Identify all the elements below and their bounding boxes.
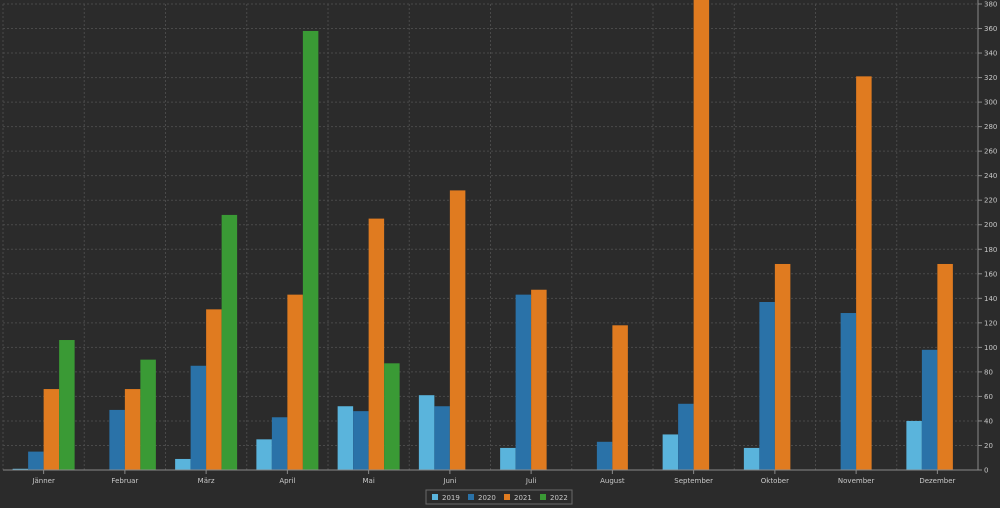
bar[interactable] xyxy=(109,409,125,470)
x-tick-label: November xyxy=(838,477,875,485)
x-tick-label: August xyxy=(600,477,625,485)
bar[interactable] xyxy=(368,218,385,470)
bar[interactable] xyxy=(937,263,953,470)
y-tick-label: 160 xyxy=(984,270,997,278)
x-tick-label: Oktober xyxy=(761,477,789,485)
bar[interactable] xyxy=(12,468,29,470)
bar[interactable] xyxy=(287,294,303,470)
x-tick-label: September xyxy=(674,477,713,485)
y-tick-label: 60 xyxy=(984,393,993,401)
x-tick-label: März xyxy=(198,477,215,485)
x-tick-label: Jänner xyxy=(31,477,55,485)
y-tick-label: 240 xyxy=(984,172,997,180)
bar[interactable] xyxy=(434,406,450,470)
legend-swatch xyxy=(432,494,438,500)
legend-entry[interactable]: 2020 xyxy=(478,494,496,502)
y-tick-label: 380 xyxy=(984,1,997,9)
y-tick-label: 200 xyxy=(984,221,997,229)
y-tick-label: 80 xyxy=(984,368,993,376)
bar[interactable] xyxy=(418,395,435,470)
legend-entry[interactable]: 2021 xyxy=(514,494,532,502)
legend-swatch xyxy=(468,494,474,500)
bar[interactable] xyxy=(515,294,532,470)
legend-swatch xyxy=(504,494,510,500)
grid xyxy=(2,3,979,471)
bar[interactable] xyxy=(43,389,60,470)
bar[interactable] xyxy=(678,403,694,470)
axes: 0 20 40 60 80 100 120 140 160 180 200 220 240 260 280 3… xyxy=(3,0,997,485)
bar[interactable] xyxy=(221,214,238,470)
bar[interactable] xyxy=(596,441,613,470)
y-tick-label: 320 xyxy=(984,74,997,82)
bar[interactable] xyxy=(302,30,319,471)
bar[interactable] xyxy=(743,447,760,470)
y-tick-label: 260 xyxy=(984,148,997,156)
x-tick-label: April xyxy=(279,477,295,485)
y-tick-label: 0 xyxy=(984,467,988,475)
bar[interactable] xyxy=(190,365,207,470)
x-tick-label: Februar xyxy=(111,477,138,485)
bar[interactable] xyxy=(140,359,156,470)
legend-swatch xyxy=(540,494,546,500)
legend-entry[interactable]: 2019 xyxy=(442,494,460,502)
bar[interactable] xyxy=(124,389,141,470)
bar[interactable] xyxy=(337,406,354,470)
bar[interactable] xyxy=(449,190,466,470)
legend[interactable]: 2019 2020 2021 2022 xyxy=(425,489,573,505)
bar[interactable] xyxy=(856,76,872,470)
x-tick-label: Juli xyxy=(525,477,536,485)
bar[interactable] xyxy=(531,289,547,470)
y-tick-label: 280 xyxy=(984,123,997,131)
y-tick-label: 220 xyxy=(984,197,997,205)
y-tick-label: 20 xyxy=(984,442,993,450)
bar[interactable] xyxy=(206,309,222,470)
bar[interactable] xyxy=(384,363,400,470)
bar[interactable] xyxy=(271,417,288,470)
y-tick-label: 180 xyxy=(984,246,997,254)
y-tick-label: 360 xyxy=(984,25,997,33)
bar[interactable] xyxy=(353,411,369,470)
x-tick-label: Mai xyxy=(362,477,374,485)
x-tick-label: Dezember xyxy=(919,477,955,485)
bar[interactable] xyxy=(921,349,938,470)
bar[interactable] xyxy=(840,313,857,470)
bar[interactable] xyxy=(59,340,75,470)
bar[interactable] xyxy=(906,420,922,470)
y-tick-label: 40 xyxy=(984,417,993,425)
y-tick-label: 100 xyxy=(984,344,997,352)
legend-box xyxy=(425,489,573,505)
bar[interactable] xyxy=(759,301,775,470)
bar[interactable] xyxy=(662,434,679,470)
y-tick-label: 120 xyxy=(984,319,997,327)
bar[interactable] xyxy=(612,325,628,470)
bar[interactable] xyxy=(693,0,710,471)
y-tick-label: 340 xyxy=(984,50,997,58)
x-tick-label: Juni xyxy=(442,477,456,485)
y-tick-label: 300 xyxy=(984,99,997,107)
y-tick-label: 140 xyxy=(984,295,997,303)
bar[interactable] xyxy=(774,263,791,470)
legend-entry[interactable]: 2022 xyxy=(550,494,568,502)
bar[interactable] xyxy=(28,451,44,470)
bar[interactable] xyxy=(256,439,272,470)
bar[interactable] xyxy=(500,447,516,470)
bar[interactable] xyxy=(175,458,191,470)
bars xyxy=(12,0,953,471)
